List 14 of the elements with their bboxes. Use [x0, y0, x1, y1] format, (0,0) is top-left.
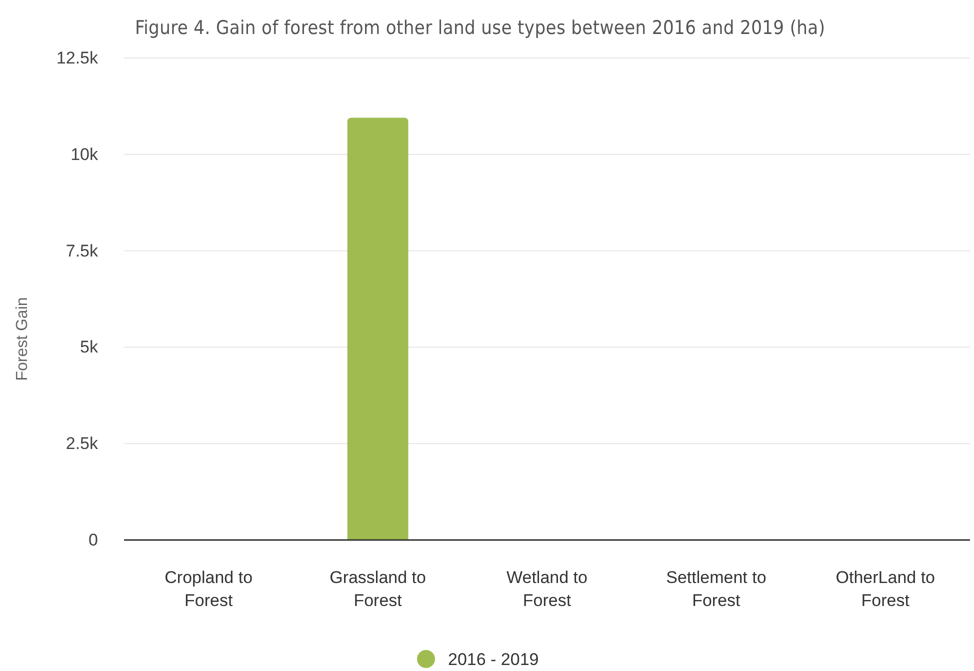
x-tick-label: Settlement to Forest	[666, 568, 766, 610]
y-tick-label: 2.5k	[66, 434, 98, 454]
legend-label: 2016 - 2019	[448, 650, 539, 669]
x-tick-label: Grassland to Forest	[330, 568, 426, 610]
y-tick-label: 5k	[80, 338, 98, 357]
y-tick-label: 0	[88, 530, 98, 550]
chart-title: Figure 4. Gain of forest from other land use types between 2016 and 2019 (ha)	[135, 17, 825, 39]
x-tick-label: Wetland to Forest	[506, 568, 588, 610]
y-tick-label: 7.5k	[66, 241, 98, 260]
y-tick-label: 10k	[70, 144, 98, 164]
y-axis-title: Forest Gain	[14, 297, 31, 381]
x-tick-label: OtherLand to Forest	[836, 568, 936, 610]
y-tick-label: 12.5k	[56, 48, 98, 68]
x-tick-label: Cropland to Forest	[164, 568, 253, 610]
